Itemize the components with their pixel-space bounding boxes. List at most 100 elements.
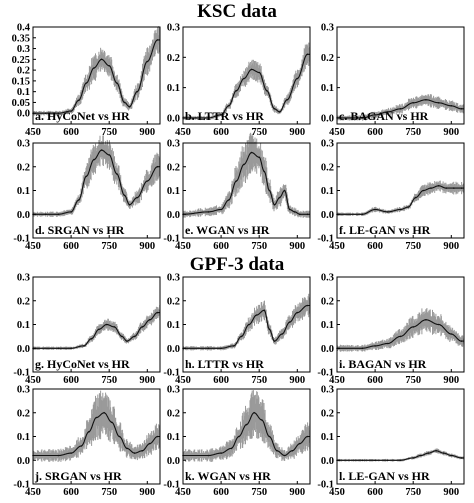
panel-label-e: e. WGAN vs HR [185,223,270,237]
x-tick-label-k: 750 [251,487,267,498]
data-point-l-5 [412,457,414,459]
panel-label-i: i. BAGAN vs HR [339,357,427,371]
data-point-d-7 [100,149,103,151]
x-tick-label-i: 750 [405,375,421,386]
data-point-c-5 [412,102,414,104]
data-point-d-14 [156,165,159,168]
x-tick-label-e: 750 [251,241,267,252]
y-tick-label-k: 0.2 [167,408,180,419]
y-tick-label-e: 0.1 [167,186,180,197]
data-point-i-5 [412,326,414,328]
data-point-h-1 [207,347,210,350]
data-point-e-3 [227,199,230,201]
data-point-h-12 [296,311,299,314]
data-point-b-10 [273,108,276,110]
y-tick-label-j: 0.1 [17,432,30,443]
y-tick-label-b: 0.1 [167,83,180,94]
y-tick-label-e: 0.3 [167,139,180,150]
x-tick-label-c: 900 [443,127,459,138]
data-point-j-13 [156,435,159,438]
y-tick-label-h: 0.0 [167,344,180,355]
plot-frame-b [182,26,311,125]
data-point-b-7 [250,68,253,71]
data-point-i-8 [450,333,453,335]
data-point-l-4 [399,459,402,462]
panel-label-l: l. LE-GAN vs HR [339,469,430,483]
x-tick-label-b: 750 [251,127,267,138]
x-tick-label-f: 900 [443,241,459,252]
data-point-d-11 [128,204,131,206]
y-tick-label-f: 0.3 [321,139,334,150]
ksc-section-title: KSC data [197,1,277,22]
y-tick-label-e: -0.1 [163,234,180,245]
data-point-g-4 [90,338,93,340]
data-point-e-15 [299,213,301,216]
data-point-k-13 [306,435,309,438]
x-tick-label-b: 600 [213,127,229,138]
spectral-band-d [33,135,161,217]
data-point-f-12 [460,187,463,189]
data-point-d-3 [70,211,72,213]
data-point-g-5 [98,328,100,331]
data-point-f-2 [374,208,376,211]
panel-label-a: a. HyCoNet vs HR [35,109,130,123]
data-point-a-2 [57,112,60,114]
mean-spectrum-line-a [33,39,160,114]
data-point-a-3 [70,110,72,112]
data-point-l-9 [442,452,445,454]
data-point-h-2 [220,347,222,350]
panel-label-d: d. SRGAN vs HR [35,223,125,237]
data-point-c-3 [387,111,389,113]
data-point-a-12 [136,90,138,93]
data-point-e-11 [278,196,281,199]
data-point-e-13 [288,208,291,211]
data-point-j-4 [88,431,90,433]
y-tick-label-h: 0.2 [167,296,180,307]
data-point-d-2 [57,213,60,216]
data-point-j-11 [141,450,143,452]
data-point-c-2 [374,114,376,116]
y-tick-label-a: 0.05 [12,98,30,109]
data-point-d-4 [77,199,80,201]
panel-label-c: c. BAGAN vs HR [339,109,429,123]
data-point-k-12 [299,442,301,445]
panel-label-f: f. LE-GAN vs HR [339,223,431,237]
y-tick-label-e: 0.0 [167,210,180,221]
y-tick-label-a: 0.0 [17,109,30,120]
y-tick-label-l: -0.1 [317,480,334,491]
plot-frame-c [336,26,465,125]
y-tick-label-a: 0.2 [17,66,30,77]
panel-label-k: k. WGAN vs HR [185,469,271,483]
data-point-j-1 [57,454,60,457]
data-point-h-4 [240,335,243,338]
y-tick-label-l: 0.0 [321,456,334,467]
y-tick-label-l: 0.3 [321,385,334,396]
data-point-d-6 [93,158,95,161]
data-point-a-5 [85,82,88,84]
y-tick-label-k: 0.0 [167,456,180,467]
panel-label-j: j. SRGAN vs HR [34,469,122,483]
x-tick-label-c: 450 [329,127,345,138]
x-tick-label-e: 600 [213,241,229,252]
data-point-g-3 [83,345,85,347]
x-tick-label-h: 750 [251,375,267,386]
x-tick-label-b: 900 [289,127,305,138]
y-tick-label-h: 0.3 [167,273,180,284]
data-point-a-6 [93,67,95,69]
data-point-c-4 [399,108,402,110]
x-tick-label-a: 900 [139,127,155,138]
data-point-b-4 [227,105,230,107]
data-point-f-4 [399,208,402,211]
y-tick-label-d: 0.3 [17,139,30,150]
spectral-band-f [337,180,465,216]
data-point-g-7 [113,326,116,328]
y-tick-label-c: 0.3 [321,23,334,34]
data-point-i-3 [387,342,389,345]
x-tick-label-c: 600 [367,127,383,138]
data-point-k-8 [268,435,271,438]
data-point-l-11 [460,457,463,459]
data-point-j-12 [149,442,151,445]
